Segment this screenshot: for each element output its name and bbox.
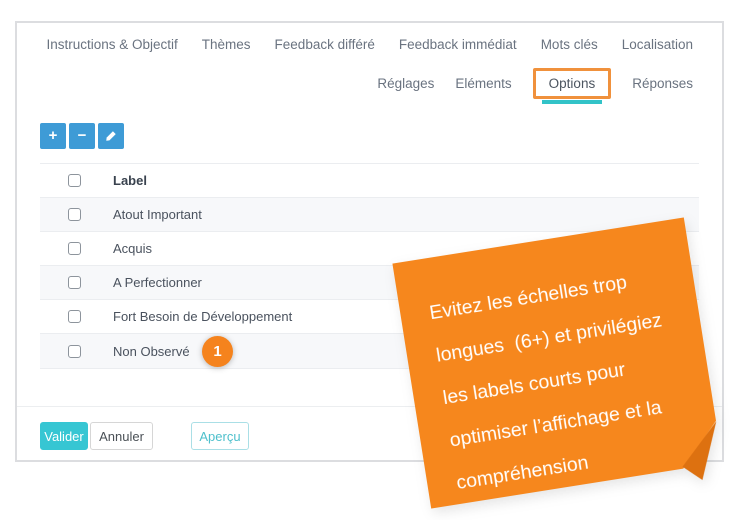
row-checkbox[interactable] <box>68 276 81 289</box>
annotation-step-badge: 1 <box>202 336 233 367</box>
table-row[interactable]: Fort Besoin de Développement <box>40 300 699 334</box>
select-all-checkbox[interactable] <box>68 174 81 187</box>
row-checkbox[interactable] <box>68 310 81 323</box>
column-header-label: Label <box>113 173 147 188</box>
add-option-button[interactable]: + <box>40 123 66 149</box>
annuler-button[interactable]: Annuler <box>90 422 153 450</box>
remove-option-button[interactable]: − <box>69 123 95 149</box>
row-label: Acquis <box>113 241 153 256</box>
table-row[interactable]: Acquis <box>40 232 699 266</box>
tab-mots-cles[interactable]: Mots clés <box>540 37 598 52</box>
row-label: A Perfectionner <box>113 275 202 290</box>
options-toolbar: + − <box>40 123 124 149</box>
tab-instructions-objectif[interactable]: Instructions & Objectif <box>46 37 178 52</box>
tab-options[interactable]: Options <box>532 67 612 104</box>
table-row[interactable]: Atout Important <box>40 198 699 232</box>
tab-localisation[interactable]: Localisation <box>621 37 693 52</box>
tab-reponses[interactable]: Réponses <box>632 75 693 91</box>
pencil-icon <box>106 131 116 141</box>
tab-options-label: Options <box>548 75 596 91</box>
tab-feedback-immediat[interactable]: Feedback immédiat <box>398 37 517 52</box>
tab-elements[interactable]: Eléments <box>455 75 512 91</box>
sticky-note: Evitez les échelles trop longues (6+) et… <box>392 217 722 508</box>
apercu-button[interactable]: Aperçu <box>191 422 249 450</box>
row-label: Atout Important <box>113 207 202 222</box>
row-checkbox[interactable] <box>68 242 81 255</box>
footer-divider <box>17 406 722 407</box>
tab-feedback-differe[interactable]: Feedback différé <box>274 37 375 52</box>
row-checkbox[interactable] <box>68 344 81 358</box>
sticky-note-body: Evitez les échelles trop longues (6+) et… <box>392 217 722 508</box>
tab-reglages[interactable]: Réglages <box>377 75 435 91</box>
primary-tab-bar: Instructions & Objectif Thèmes Feedback … <box>17 37 722 52</box>
row-checkbox[interactable] <box>68 208 81 221</box>
tab-themes[interactable]: Thèmes <box>201 37 251 52</box>
active-tab-underline <box>541 99 602 104</box>
edit-option-button[interactable] <box>98 123 124 149</box>
row-label: Non Observé <box>113 343 190 359</box>
footer-actions: Valider Annuler Aperçu <box>40 422 249 450</box>
secondary-tab-bar: Réglages Eléments Options Réponses <box>17 67 722 104</box>
valider-button[interactable]: Valider <box>40 422 88 450</box>
table-header-row: Label <box>40 164 699 198</box>
row-label: Fort Besoin de Développement <box>113 309 293 324</box>
